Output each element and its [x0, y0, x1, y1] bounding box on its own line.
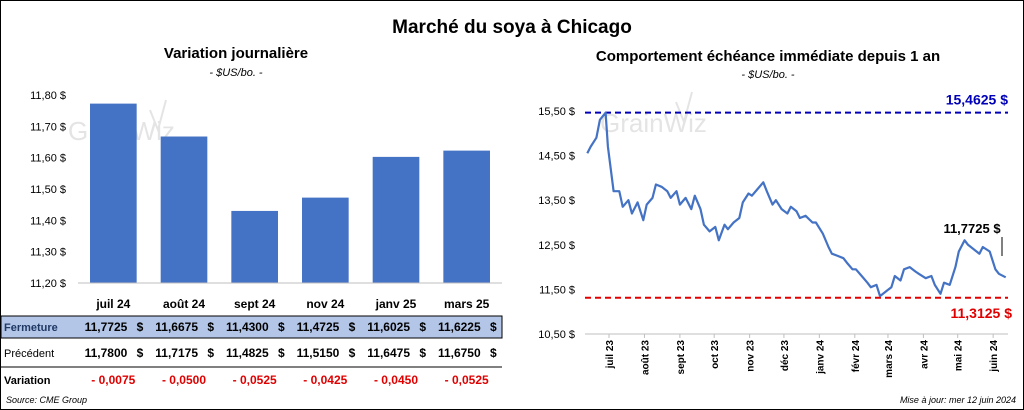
table-cell-value: 11,7725: [85, 320, 128, 334]
bar-chart-title: Variation journalière: [164, 45, 308, 62]
table-row-label: Précédent: [4, 348, 54, 360]
bar-1: [160, 136, 208, 283]
table-cell-unit: $: [137, 320, 144, 334]
line-x-tick-label: sept 23: [676, 340, 687, 375]
table-cell-value: 11,4725: [297, 320, 340, 334]
bar-y-tick-label: 11,50 $: [30, 184, 66, 196]
bar-2: [231, 210, 278, 283]
bar-y-tick-label: 11,30 $: [30, 247, 66, 259]
line-x-tick-label: oct 23: [710, 340, 721, 369]
table-cell-value: 11,6025: [367, 320, 410, 334]
bar-category-label: janv 25: [375, 297, 417, 311]
table-cell-value: 11,6225: [438, 320, 481, 334]
table-cell-unit: $: [490, 346, 497, 360]
table-row-label: Variation: [4, 375, 51, 387]
line-y-axis: 15,50 $ 14,50 $ 13,50 $ 12,50 $ 11,50 $ 10,50…: [538, 106, 575, 341]
line-x-tick-label: févr 24: [851, 340, 862, 373]
line-x-tick-label: mars 24: [884, 340, 895, 378]
bar-chart-unit: - $US/bo. -: [209, 67, 263, 79]
line-x-tick-label: janv 24: [815, 340, 826, 375]
bar-y-tick-label: 11,20 $: [30, 278, 66, 290]
low-label: 11,3125 $: [950, 305, 1012, 321]
price-series-line: [586, 111, 1007, 298]
source-note: Source: CME Group: [6, 395, 87, 405]
bar-4: [372, 156, 420, 283]
table-cell-value: - 0,0525: [445, 373, 489, 387]
main-title: Marché du soya à Chicago: [392, 17, 632, 38]
table-row-label: Fermeture: [4, 322, 58, 334]
table-cell-unit: $: [207, 346, 214, 360]
table-cell-value: 11,4825: [226, 346, 269, 360]
table-cell-value: 11,6750: [438, 346, 481, 360]
line-x-tick-label: mai 24: [954, 340, 965, 372]
line-y-tick-label: 11,50 $: [539, 284, 575, 296]
table-cell-value: 11,6475: [367, 346, 410, 360]
bar-series: juil 24 août 24 sept 24 nov 24 janv 25 mars 2…: [90, 103, 490, 311]
last-price-label: 11,7725 $: [943, 221, 1001, 236]
table-cell-value: 11,6675: [155, 320, 198, 334]
table-cell-unit: $: [419, 320, 426, 334]
bar-y-tick-label: 11,70 $: [30, 121, 66, 133]
bar-y-tick-label: 11,60 $: [30, 153, 66, 165]
table-cell-value: 11,7800: [85, 346, 128, 360]
table-cell-unit: $: [490, 320, 497, 334]
table-cell-unit: $: [349, 320, 356, 334]
table-cell-unit: $: [278, 346, 285, 360]
table-highlight-row: [0, 315, 503, 339]
line-y-tick-label: 13,50 $: [538, 195, 575, 207]
table-cell-value: - 0,0500: [162, 373, 206, 387]
table-cell-value: 11,5150: [297, 346, 340, 360]
table-cell-unit: $: [278, 320, 285, 334]
line-y-tick-label: 10,50 $: [538, 329, 575, 341]
line-x-tick-label: déc 23: [780, 340, 791, 372]
table-cell-unit: $: [419, 346, 426, 360]
data-table: Fermeture 11,7725 $11,6675 $11,4300 $11,4725…: [4, 320, 497, 387]
table-cell-value: 11,4300: [226, 320, 269, 334]
line-y-tick-label: 15,50 $: [538, 106, 575, 118]
table-cell-value: - 0,0075: [91, 373, 135, 387]
grainwiz-watermark-2: GrainWiz: [600, 91, 707, 138]
line-x-tick-label: août 23: [640, 340, 651, 375]
high-label: 15,4625 $: [946, 92, 1008, 108]
line-y-tick-label: 14,50 $: [538, 151, 575, 163]
line-x-tick-label: nov 23: [746, 340, 757, 372]
bar-category-label: sept 24: [234, 297, 276, 311]
bar-5: [443, 150, 490, 283]
table-cell-unit: $: [137, 346, 144, 360]
bar-0: [90, 103, 137, 283]
line-chart-title: Comportement échéance immédiate depuis 1…: [596, 48, 940, 65]
table-cell-value: 11,7175: [155, 346, 198, 360]
update-note: Mise à jour: mer 12 juin 2024: [900, 395, 1016, 405]
bar-category-label: nov 24: [306, 297, 344, 311]
bar-3: [302, 197, 349, 283]
line-x-axis: juil 23 août 23 sept 23 oct 23 nov 23 déc 23 j…: [605, 334, 1000, 378]
line-x-tick-label: juil 23: [605, 340, 616, 370]
bar-y-tick-label: 11,80 $: [30, 90, 66, 102]
bar-category-label: juil 24: [95, 297, 130, 311]
bar-y-axis: 11,80 $ 11,70 $ 11,60 $ 11,50 $ 11,40 $ 11,30…: [30, 90, 66, 290]
table-cell-value: - 0,0525: [233, 373, 277, 387]
table-cell-value: - 0,0450: [374, 373, 418, 387]
table-cell-unit: $: [207, 320, 214, 334]
table-cell-value: - 0,0425: [303, 373, 347, 387]
line-chart-unit: - $US/bo. -: [741, 69, 795, 81]
bar-category-label: août 24: [163, 297, 205, 311]
line-x-tick-label: juin 24: [989, 340, 1000, 373]
table-cell-unit: $: [349, 346, 356, 360]
line-y-tick-label: 12,50 $: [538, 240, 575, 252]
bar-y-tick-label: 11,40 $: [30, 215, 66, 227]
line-x-tick-label: avr 24: [919, 340, 930, 369]
bar-category-label: mars 25: [444, 297, 490, 311]
